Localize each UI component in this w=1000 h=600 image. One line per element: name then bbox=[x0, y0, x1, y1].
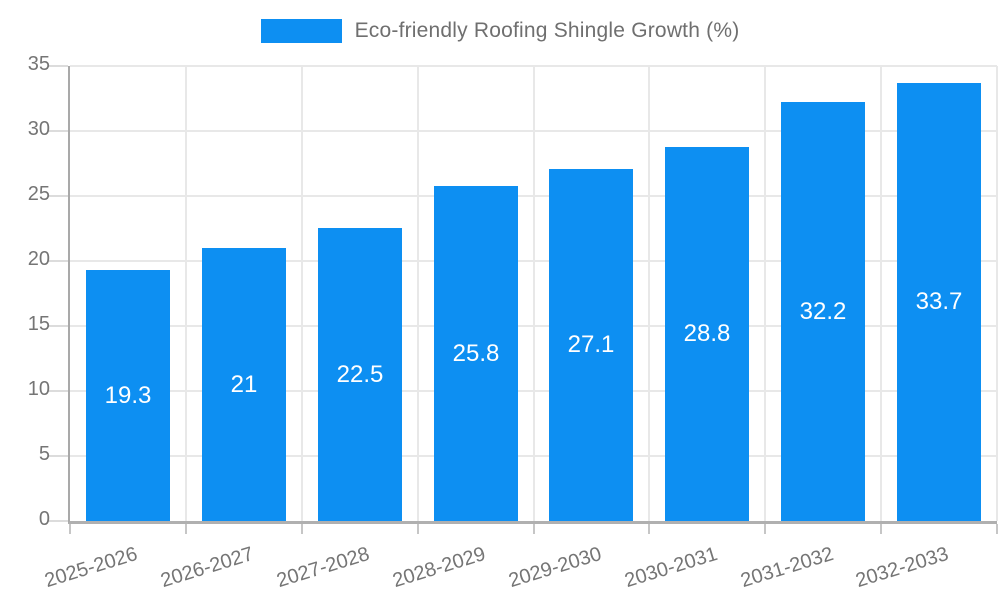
plot-area: 19.3 21 22.5 25.8 27.1 28.8 32.2 33.7 bbox=[48, 65, 998, 534]
x-axis-tick-label: 2028-2029 bbox=[390, 543, 488, 593]
x-axis-tick bbox=[533, 524, 535, 534]
legend-label: Eco-friendly Roofing Shingle Growth (%) bbox=[354, 19, 740, 42]
x-axis-tick bbox=[764, 524, 766, 534]
y-axis-tick bbox=[48, 195, 68, 197]
x-axis-tick-label: 2025-2026 bbox=[42, 543, 141, 593]
x-axis-tick bbox=[880, 524, 882, 534]
x-axis-tick-label: 2027-2028 bbox=[274, 543, 373, 593]
chart-legend[interactable]: Eco-friendly Roofing Shingle Growth (%) bbox=[0, 19, 1000, 43]
bar-value-label: 28.8 bbox=[683, 320, 731, 347]
y-axis-tick bbox=[48, 65, 68, 67]
y-axis-tick bbox=[48, 325, 68, 327]
gridline bbox=[533, 66, 535, 521]
y-axis-tick-label: 10 bbox=[27, 378, 50, 400]
y-axis-tick-label: 0 bbox=[38, 508, 50, 530]
x-axis-tick-label: 2032-2033 bbox=[853, 543, 952, 593]
x-axis-tick bbox=[648, 524, 650, 534]
bar-value-label: 21 bbox=[230, 370, 258, 398]
bar: 27.1 bbox=[549, 169, 633, 521]
y-axis-tick bbox=[48, 520, 68, 522]
x-axis-tick bbox=[185, 524, 187, 534]
y-axis-tick-label: 15 bbox=[27, 313, 50, 335]
bar-value-label: 32.2 bbox=[799, 297, 847, 325]
y-axis-tick bbox=[48, 455, 68, 457]
gridline bbox=[764, 66, 766, 521]
x-axis-tick-label: 2031-2032 bbox=[737, 543, 836, 593]
x-axis-tick-label: 2030-2031 bbox=[621, 543, 720, 593]
gridline bbox=[880, 66, 882, 521]
y-axis-tick-label: 25 bbox=[27, 183, 50, 205]
x-axis-tick bbox=[996, 524, 998, 534]
bar: 19.3 bbox=[86, 270, 170, 521]
y-axis-tick-label: 5 bbox=[38, 443, 50, 465]
gridline bbox=[185, 66, 187, 521]
y-axis-tick-label: 30 bbox=[27, 118, 50, 140]
y-axis-tick-label: 35 bbox=[27, 53, 50, 75]
bar: 28.8 bbox=[665, 147, 749, 521]
x-axis-tick bbox=[301, 524, 303, 534]
bar-value-label: 33.7 bbox=[915, 288, 963, 315]
bar: 32.2 bbox=[781, 102, 865, 521]
legend-swatch bbox=[260, 19, 342, 43]
y-axis-tick bbox=[48, 260, 68, 262]
y-axis-tick-label: 20 bbox=[27, 248, 50, 270]
gridline bbox=[301, 66, 303, 521]
gridline bbox=[417, 66, 419, 521]
x-axis-tick-label: 2029-2030 bbox=[505, 543, 604, 593]
gridline bbox=[648, 66, 650, 521]
bar-value-label: 19.3 bbox=[104, 381, 152, 409]
bar-value-label: 22.5 bbox=[336, 360, 384, 388]
bar: 33.7 bbox=[897, 83, 981, 521]
bar: 25.8 bbox=[434, 186, 518, 521]
gridline bbox=[996, 66, 998, 521]
bar: 21 bbox=[202, 248, 286, 521]
y-axis-tick bbox=[48, 390, 68, 392]
bar-value-label: 25.8 bbox=[452, 339, 500, 367]
x-axis-tick bbox=[417, 524, 419, 534]
bar: 22.5 bbox=[318, 228, 402, 521]
bar-value-label: 27.1 bbox=[567, 331, 615, 358]
y-axis-tick bbox=[48, 130, 68, 132]
x-axis-tick-label: 2026-2027 bbox=[158, 543, 257, 593]
x-axis-tick bbox=[69, 524, 71, 534]
